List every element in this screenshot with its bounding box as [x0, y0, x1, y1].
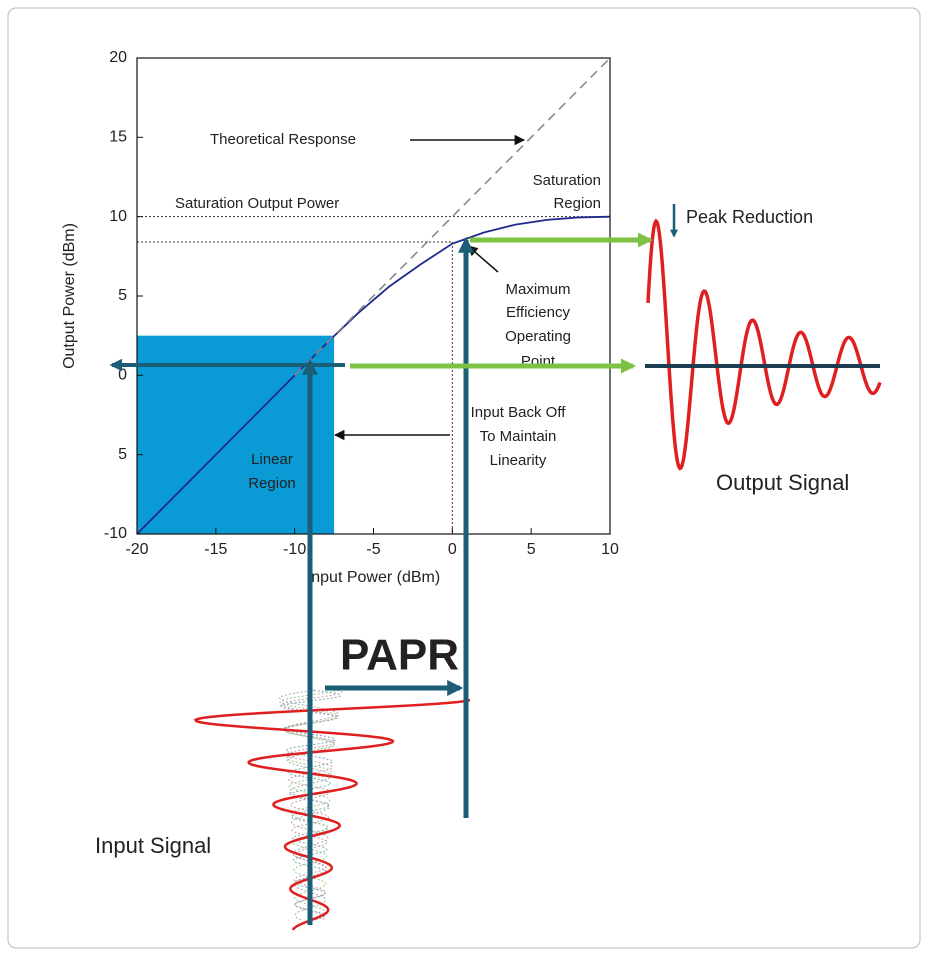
x-tick-label: 0	[448, 541, 457, 558]
x-tick-label: -20	[125, 541, 148, 558]
arrow	[468, 246, 498, 272]
annotation: To Maintain	[480, 428, 557, 445]
input-wave	[196, 700, 471, 930]
output-wave	[648, 221, 880, 468]
annotation: PAPR	[340, 631, 459, 680]
y-tick-label: -10	[104, 525, 127, 542]
annotation: Saturation Output Power	[175, 195, 339, 212]
x-tick-label: 5	[527, 541, 536, 558]
annotation: Theoretical Response	[210, 131, 356, 148]
annotation: Peak Reduction	[686, 207, 813, 227]
annotation: Saturation	[533, 172, 601, 189]
annotation: Region	[248, 475, 296, 492]
y-tick-label: 5	[118, 287, 127, 304]
annotation: Input Back Off	[471, 404, 567, 421]
x-tick-label: -10	[283, 541, 306, 558]
y-tick-label: 20	[109, 49, 127, 66]
annotation: Efficiency	[506, 304, 570, 321]
y-tick-label: 0	[118, 367, 127, 384]
y-tick-label: 15	[109, 129, 127, 146]
annotation: Maximum	[505, 281, 570, 298]
page: {"chart_data": {"type": "line", "x_label…	[0, 0, 928, 956]
x-tick-label: -5	[366, 541, 380, 558]
figure: -20 -15 -10 -5 0 5 10 -10 5 0 5 10 15 20 Input Power (…	[0, 0, 928, 956]
x-tick-label: -15	[204, 541, 227, 558]
annotation: Input Signal	[95, 833, 211, 858]
annotation: Operating	[505, 328, 571, 345]
annotation: Output Signal	[716, 470, 849, 495]
annotation: Region	[553, 195, 601, 212]
annotation: Linearity	[490, 452, 547, 469]
y-axis-label: Output Power (dBm)	[61, 223, 78, 369]
x-tick-label: 10	[601, 541, 619, 558]
y-tick-label: 5	[118, 446, 127, 463]
x-axis-label: Input Power (dBm)	[307, 569, 440, 586]
annotation: Linear	[251, 451, 293, 468]
y-tick-label: 10	[109, 208, 127, 225]
